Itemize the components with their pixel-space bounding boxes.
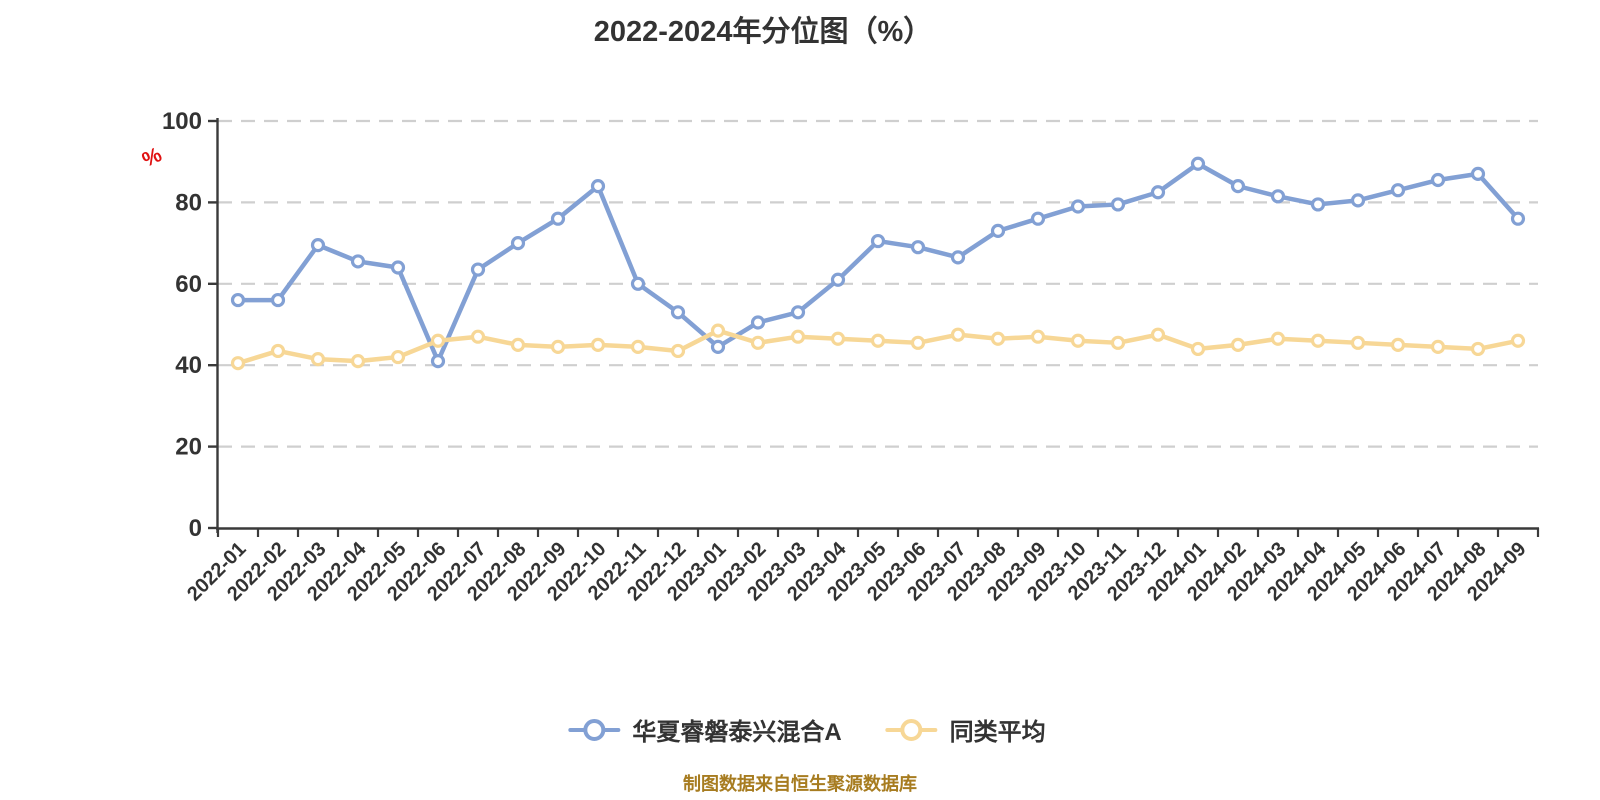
data-point-marker [830,331,846,346]
data-point-marker [1030,211,1046,226]
data-point-marker [1110,335,1126,350]
data-point-marker [270,343,286,359]
data-point-marker [990,331,1006,346]
legend-dot-0 [583,718,606,741]
line-circle-marker-icon [885,718,938,741]
data-point-marker [750,335,766,350]
data-point-marker [910,240,926,255]
data-point-marker [390,349,406,365]
data-point-marker [990,223,1006,238]
data-point-marker [910,335,926,350]
data-point-marker [510,337,526,352]
data-point-marker [790,305,806,320]
data-point-marker [1350,193,1366,208]
data-point-marker [750,315,766,330]
y-axis-label: 80 [175,189,202,216]
data-point-marker [1190,156,1206,171]
data-point-marker [1270,189,1286,204]
data-point-marker [230,356,246,371]
data-point-marker [950,327,966,342]
data-point-marker [310,238,326,253]
data-point-marker [1390,337,1406,352]
data-point-marker [1310,197,1326,212]
data-point-marker [670,305,686,320]
data-point-marker [1470,166,1486,182]
data-point-marker [590,337,606,352]
data-point-marker [550,211,566,226]
data-point-marker [1070,333,1086,348]
data-point-marker [230,292,246,308]
data-point-marker [1430,339,1446,354]
data-point-marker [670,343,686,359]
data-point-marker [350,254,366,269]
data-point-marker [630,339,646,354]
legend-dot-1 [900,718,923,741]
data-point-marker [1230,337,1246,352]
data-point-marker [1230,179,1246,194]
data-point-marker [1070,199,1086,214]
data-point-marker [1470,341,1486,357]
data-point-marker [430,354,446,369]
data-point-marker [590,179,606,194]
data-point-marker [470,329,486,344]
data-point-marker [350,354,366,369]
data-point-marker [430,333,446,348]
y-axis-label: 20 [175,434,202,461]
legend-item-peer-average[interactable]: 同类平均 [885,712,1046,747]
data-point-marker [310,351,326,367]
data-point-marker [1150,185,1166,200]
data-point-marker [1150,327,1166,342]
data-point-marker [1350,335,1366,350]
legend-item-fund[interactable]: 华夏睿磐泰兴混合A [568,712,842,747]
data-point-marker [1030,329,1046,344]
data-source-caption: 制图数据来自恒生聚源数据库 [683,774,917,794]
data-point-marker [1430,172,1446,188]
chart-legend: 华夏睿磐泰兴混合A 同类平均 [568,712,1046,747]
data-point-marker [830,272,846,287]
data-point-marker [710,339,726,354]
data-point-marker [1510,211,1526,226]
data-point-marker [790,329,806,344]
data-point-marker [1110,197,1126,212]
data-point-marker [710,323,726,338]
data-point-marker [1190,341,1206,357]
legend-label-peer-average: 同类平均 [949,719,1046,746]
series-line-0 [235,161,1521,364]
legend-label-fund: 华夏睿磐泰兴混合A [632,719,842,746]
line-circle-marker-icon [568,718,621,741]
data-point-marker [470,262,486,277]
data-point-marker [1390,183,1406,198]
data-point-marker [870,233,886,249]
data-point-marker [1310,333,1326,348]
data-point-marker [630,276,646,291]
y-axis-label: 40 [175,352,202,379]
chart-title: 2022-2024年分位图（%） [593,16,933,48]
y-axis-label: 60 [175,271,202,298]
y-axis-label: 0 [189,515,202,542]
data-point-marker [510,236,526,251]
data-point-marker [870,333,886,348]
data-point-marker [390,260,406,275]
data-point-marker [270,292,286,308]
data-point-marker [950,250,966,265]
data-point-marker [550,339,566,354]
data-point-marker [1270,331,1286,346]
data-point-marker [1510,333,1526,348]
y-axis-label: 100 [162,108,202,135]
